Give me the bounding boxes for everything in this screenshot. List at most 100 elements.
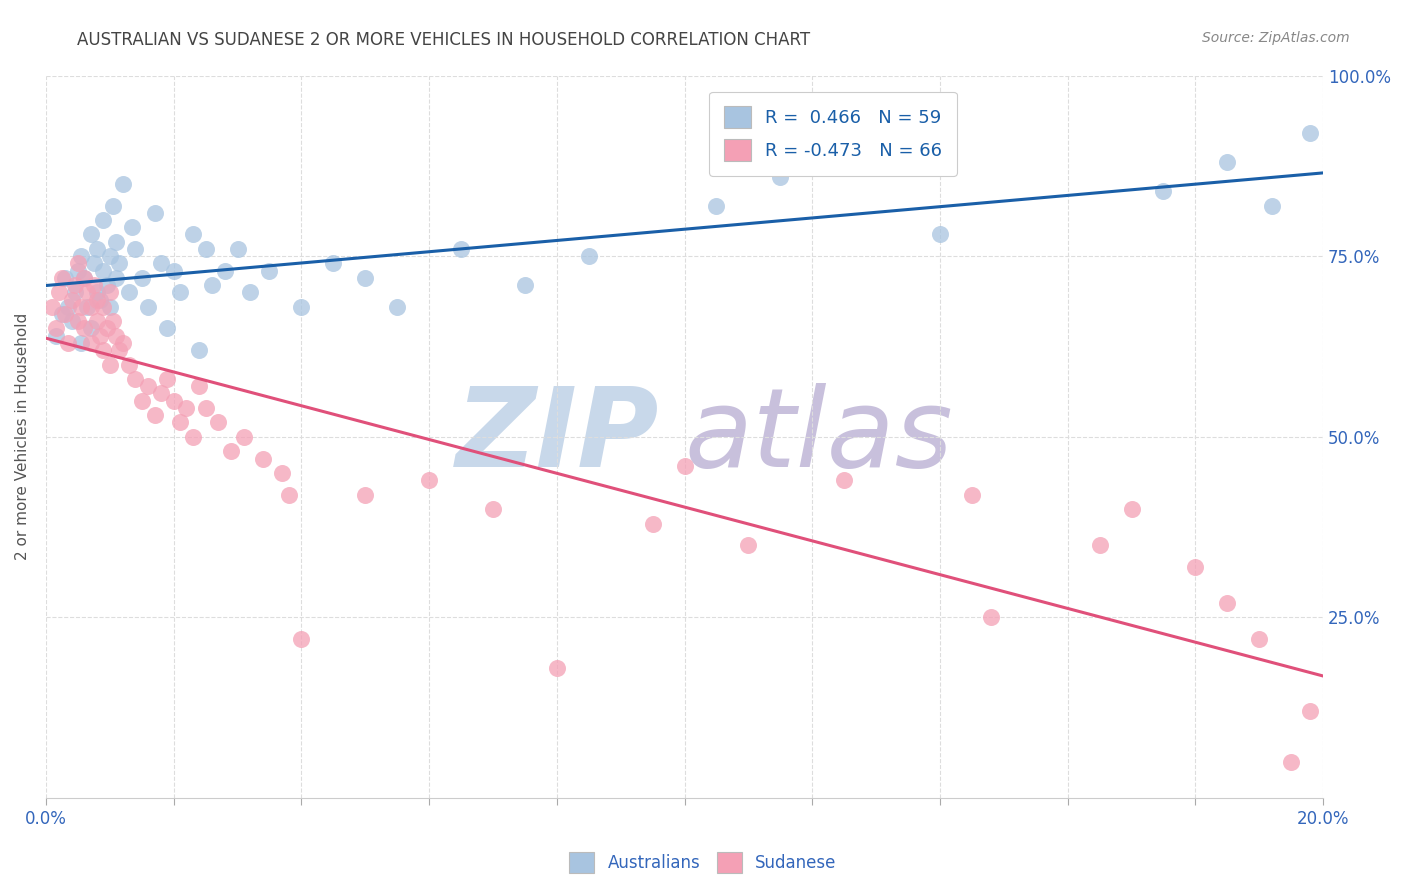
Legend: R =  0.466   N = 59, R = -0.473   N = 66: R = 0.466 N = 59, R = -0.473 N = 66 [709, 92, 956, 176]
Point [108, 343, 131, 358]
Point [219, 444, 242, 458]
Point [1249, 632, 1271, 647]
Point [131, 270, 153, 285]
Point [79, 335, 101, 350]
Point [86, 242, 108, 256]
Point [1279, 755, 1302, 769]
Text: atlas: atlas [685, 384, 953, 491]
Point [1261, 198, 1284, 212]
Point [98, 358, 121, 372]
Point [149, 256, 172, 270]
Point [290, 632, 312, 647]
Point [354, 488, 377, 502]
Point [1184, 560, 1206, 574]
Point [73, 321, 96, 335]
Point [58, 300, 80, 314]
Point [108, 256, 131, 270]
Point [418, 473, 440, 487]
Point [121, 220, 143, 235]
Point [66, 314, 89, 328]
Point [214, 263, 236, 277]
Point [79, 300, 101, 314]
Point [143, 408, 166, 422]
Point [66, 256, 89, 270]
Point [232, 430, 254, 444]
Point [156, 372, 179, 386]
Point [93, 343, 115, 358]
Point [79, 227, 101, 242]
Point [546, 661, 568, 675]
Point [960, 488, 983, 502]
Point [156, 321, 179, 335]
Point [706, 198, 728, 212]
Point [70, 335, 93, 350]
Point [290, 300, 312, 314]
Point [124, 372, 146, 386]
Point [86, 285, 108, 300]
Point [79, 321, 101, 335]
Point [136, 300, 159, 314]
Point [66, 263, 89, 277]
Point [252, 451, 274, 466]
Point [673, 458, 696, 473]
Point [277, 488, 299, 502]
Point [118, 285, 141, 300]
Point [45, 321, 67, 335]
Point [1299, 705, 1322, 719]
Point [385, 300, 408, 314]
Point [207, 416, 229, 430]
Point [105, 328, 128, 343]
Point [96, 278, 118, 293]
Point [832, 473, 855, 487]
Point [101, 314, 124, 328]
Point [86, 293, 108, 307]
Point [188, 379, 211, 393]
Point [98, 249, 121, 263]
Point [111, 335, 134, 350]
Point [105, 235, 128, 249]
Point [89, 328, 111, 343]
Point [1088, 538, 1111, 552]
Point [93, 300, 115, 314]
Point [60, 293, 83, 307]
Point [322, 256, 344, 270]
Point [70, 300, 93, 314]
Text: AUSTRALIAN VS SUDANESE 2 OR MORE VEHICLES IN HOUSEHOLD CORRELATION CHART: AUSTRALIAN VS SUDANESE 2 OR MORE VEHICLE… [77, 31, 810, 49]
Point [769, 169, 792, 184]
Point [73, 270, 96, 285]
Point [136, 379, 159, 393]
Point [143, 206, 166, 220]
Point [149, 386, 172, 401]
Point [83, 278, 105, 293]
Point [51, 307, 73, 321]
Point [131, 393, 153, 408]
Point [271, 466, 294, 480]
Point [51, 270, 73, 285]
Point [450, 242, 472, 256]
Point [76, 300, 98, 314]
Point [226, 242, 249, 256]
Point [181, 430, 204, 444]
Point [60, 314, 83, 328]
Point [89, 293, 111, 307]
Point [169, 416, 191, 430]
Point [48, 285, 70, 300]
Point [86, 314, 108, 328]
Y-axis label: 2 or more Vehicles in Household: 2 or more Vehicles in Household [15, 313, 30, 560]
Point [1153, 184, 1175, 198]
Point [737, 538, 759, 552]
Point [513, 278, 536, 293]
Point [163, 393, 186, 408]
Point [98, 285, 121, 300]
Point [201, 278, 224, 293]
Point [194, 401, 217, 415]
Point [1121, 502, 1143, 516]
Point [1216, 155, 1239, 169]
Point [259, 263, 281, 277]
Point [578, 249, 600, 263]
Point [1299, 126, 1322, 140]
Point [181, 227, 204, 242]
Point [111, 177, 134, 191]
Point [354, 270, 377, 285]
Point [641, 516, 664, 531]
